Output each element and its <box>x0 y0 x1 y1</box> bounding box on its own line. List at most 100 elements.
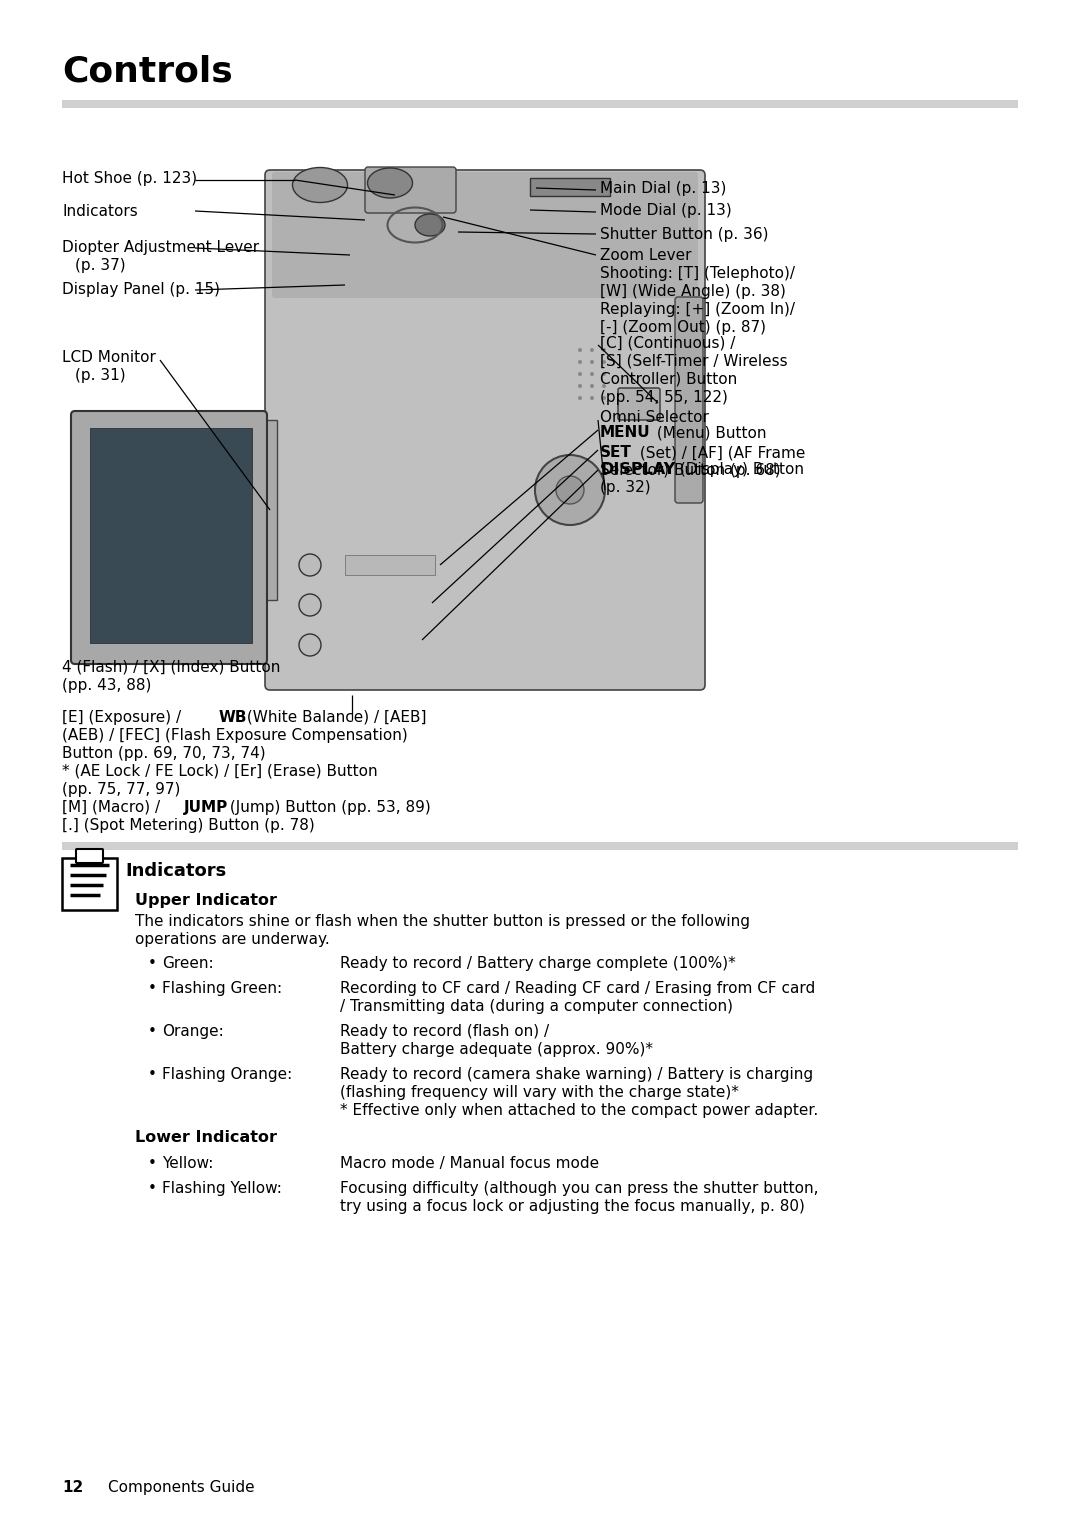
Text: Zoom Lever: Zoom Lever <box>600 248 691 263</box>
Text: Hot Shoe (p. 123): Hot Shoe (p. 123) <box>62 171 198 187</box>
FancyBboxPatch shape <box>265 170 705 690</box>
Text: Green:: Green: <box>162 956 214 971</box>
Text: (Menu) Button: (Menu) Button <box>652 425 767 440</box>
Text: LCD Monitor: LCD Monitor <box>62 350 156 365</box>
Text: •: • <box>148 956 157 971</box>
Text: Shutter Button (p. 36): Shutter Button (p. 36) <box>600 226 769 242</box>
Ellipse shape <box>602 384 606 388</box>
Ellipse shape <box>590 384 594 388</box>
Bar <box>90 428 252 644</box>
Text: JUMP: JUMP <box>184 800 228 815</box>
Text: (Set) / [AF] (AF Frame: (Set) / [AF] (AF Frame <box>635 445 806 460</box>
Ellipse shape <box>602 372 606 376</box>
Ellipse shape <box>578 359 582 364</box>
Text: Flashing Orange:: Flashing Orange: <box>162 1067 293 1083</box>
Text: MENU: MENU <box>600 425 650 440</box>
Ellipse shape <box>602 349 606 352</box>
Ellipse shape <box>299 635 321 656</box>
FancyBboxPatch shape <box>272 171 698 298</box>
Text: Upper Indicator: Upper Indicator <box>135 893 276 908</box>
Text: Yellow:: Yellow: <box>162 1156 214 1171</box>
Ellipse shape <box>367 168 413 197</box>
Text: Button (pp. 69, 70, 73, 74): Button (pp. 69, 70, 73, 74) <box>62 746 266 761</box>
Text: (p. 32): (p. 32) <box>600 480 650 495</box>
Text: (pp. 75, 77, 97): (pp. 75, 77, 97) <box>62 781 180 797</box>
Text: Orange:: Orange: <box>162 1024 224 1040</box>
Text: Ready to record (camera shake warning) / Battery is charging: Ready to record (camera shake warning) /… <box>340 1067 813 1083</box>
Text: Diopter Adjustment Lever: Diopter Adjustment Lever <box>62 240 259 255</box>
Text: Shooting: [T] (Telephoto)/: Shooting: [T] (Telephoto)/ <box>600 266 795 281</box>
Text: (p. 37): (p. 37) <box>75 258 125 274</box>
Text: Controls: Controls <box>62 55 233 89</box>
Ellipse shape <box>293 168 348 202</box>
Ellipse shape <box>299 593 321 616</box>
FancyBboxPatch shape <box>76 849 103 862</box>
Text: Indicators: Indicators <box>62 203 138 219</box>
Text: •: • <box>148 1024 157 1040</box>
Text: (White Balance) / [AEB]: (White Balance) / [AEB] <box>242 709 427 725</box>
Text: [E] (Exposure) /: [E] (Exposure) / <box>62 709 186 725</box>
Text: (pp. 43, 88): (pp. 43, 88) <box>62 677 151 693</box>
Bar <box>62 99 1018 109</box>
Text: [W] (Wide Angle) (p. 38): [W] (Wide Angle) (p. 38) <box>600 284 786 300</box>
Text: / Transmitting data (during a computer connection): / Transmitting data (during a computer c… <box>340 998 733 1014</box>
Text: (Display) Button: (Display) Button <box>675 462 804 477</box>
Text: •: • <box>148 982 157 995</box>
FancyBboxPatch shape <box>618 388 660 420</box>
Text: 12: 12 <box>62 1480 83 1495</box>
Bar <box>62 858 117 910</box>
Text: Omni Selector: Omni Selector <box>600 410 708 425</box>
Text: [S] (Self-Timer / Wireless: [S] (Self-Timer / Wireless <box>600 355 787 368</box>
Text: operations are underway.: operations are underway. <box>135 933 329 946</box>
Text: try using a focus lock or adjusting the focus manually, p. 80): try using a focus lock or adjusting the … <box>340 1199 805 1214</box>
Text: Ready to record / Battery charge complete (100%)*: Ready to record / Battery charge complet… <box>340 956 735 971</box>
Text: Battery charge adequate (approx. 90%)*: Battery charge adequate (approx. 90%)* <box>340 1041 653 1057</box>
Text: Flashing Yellow:: Flashing Yellow: <box>162 1180 282 1196</box>
Ellipse shape <box>578 349 582 352</box>
Text: * Effective only when attached to the compact power adapter.: * Effective only when attached to the co… <box>340 1102 819 1118</box>
Text: •: • <box>148 1067 157 1083</box>
Text: Flashing Green:: Flashing Green: <box>162 982 282 995</box>
Ellipse shape <box>602 396 606 401</box>
Text: SET: SET <box>600 445 632 460</box>
FancyBboxPatch shape <box>675 297 703 503</box>
Text: Main Dial (p. 13): Main Dial (p. 13) <box>600 180 727 196</box>
Ellipse shape <box>578 384 582 388</box>
Text: Selector) Button (p. 68): Selector) Button (p. 68) <box>600 463 781 479</box>
Text: (Jump) Button (pp. 53, 89): (Jump) Button (pp. 53, 89) <box>225 800 431 815</box>
Text: The indicators shine or flash when the shutter button is pressed or the followin: The indicators shine or flash when the s… <box>135 914 750 930</box>
Text: •: • <box>148 1156 157 1171</box>
Ellipse shape <box>535 456 605 524</box>
Text: Display Panel (p. 15): Display Panel (p. 15) <box>62 281 220 297</box>
Text: Macro mode / Manual focus mode: Macro mode / Manual focus mode <box>340 1156 599 1171</box>
Text: WB: WB <box>219 709 247 725</box>
Bar <box>62 842 1018 850</box>
Text: (flashing frequency will vary with the charge state)*: (flashing frequency will vary with the c… <box>340 1086 739 1099</box>
Text: (AEB) / [FEC] (Flash Exposure Compensation): (AEB) / [FEC] (Flash Exposure Compensati… <box>62 728 408 743</box>
Ellipse shape <box>299 553 321 576</box>
Ellipse shape <box>602 359 606 364</box>
Text: DISPLAY: DISPLAY <box>600 462 675 477</box>
Text: Components Guide: Components Guide <box>108 1480 255 1495</box>
Ellipse shape <box>578 372 582 376</box>
Text: Mode Dial (p. 13): Mode Dial (p. 13) <box>600 203 732 219</box>
FancyBboxPatch shape <box>71 411 267 664</box>
Bar <box>262 420 276 599</box>
Text: Controller) Button: Controller) Button <box>600 372 738 387</box>
Ellipse shape <box>556 476 584 505</box>
Text: •: • <box>148 1180 157 1196</box>
Bar <box>345 555 435 575</box>
Ellipse shape <box>590 396 594 401</box>
Text: * (AE Lock / FE Lock) / [Er] (Erase) Button: * (AE Lock / FE Lock) / [Er] (Erase) But… <box>62 764 378 778</box>
Ellipse shape <box>415 214 445 235</box>
FancyBboxPatch shape <box>365 167 456 213</box>
Ellipse shape <box>590 359 594 364</box>
Text: Replaying: [+] (Zoom In)/: Replaying: [+] (Zoom In)/ <box>600 303 795 317</box>
Text: Lower Indicator: Lower Indicator <box>135 1130 276 1145</box>
Text: Indicators: Indicators <box>125 862 226 881</box>
Ellipse shape <box>590 349 594 352</box>
Text: 4 (Flash) / [X] (Index) Button: 4 (Flash) / [X] (Index) Button <box>62 661 281 674</box>
Text: Focusing difficulty (although you can press the shutter button,: Focusing difficulty (although you can pr… <box>340 1180 819 1196</box>
Ellipse shape <box>590 372 594 376</box>
Text: [C] (Continuous) /: [C] (Continuous) / <box>600 336 735 352</box>
